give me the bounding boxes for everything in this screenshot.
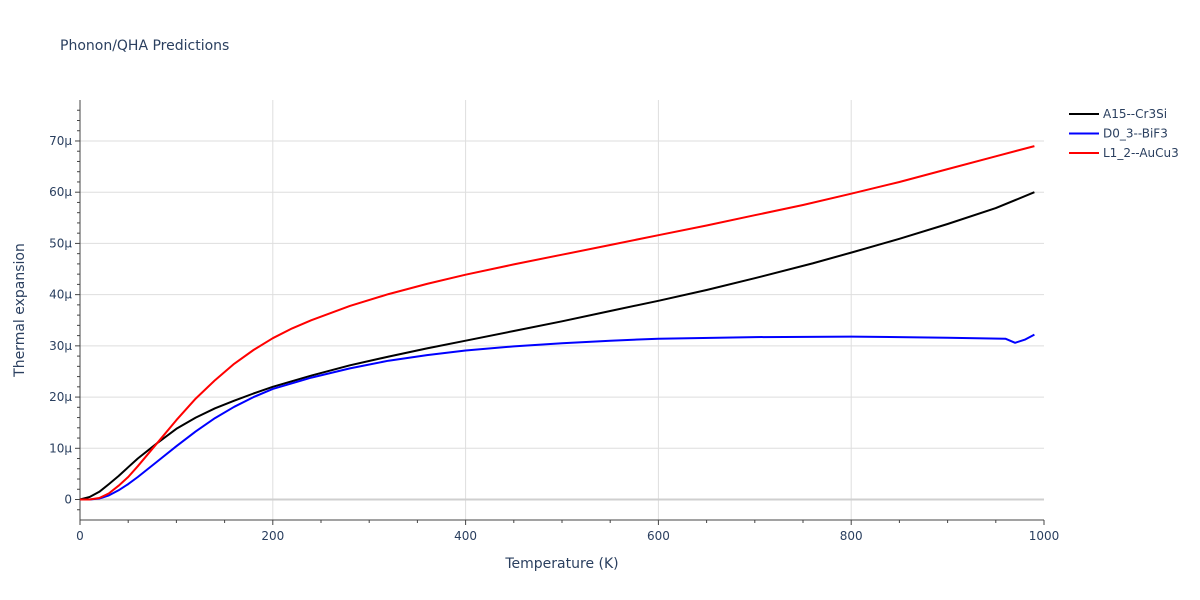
series-layer <box>79 145 1035 501</box>
x-tick-label: 400 <box>454 529 477 543</box>
y-tick-label: 40μ <box>49 288 72 302</box>
x-tick-label: 0 <box>76 529 84 543</box>
y-tick-label: 10μ <box>49 441 72 455</box>
chart-title: Phonon/QHA Predictions <box>60 38 229 54</box>
y-tick-label: 70μ <box>49 134 72 148</box>
x-tick-label: 200 <box>261 529 284 543</box>
legend-item[interactable]: L1_2--AuCu3 <box>1069 146 1179 160</box>
x-axis-title: Temperature (K) <box>504 556 618 572</box>
y-tick-label: 30μ <box>49 339 72 353</box>
y-tick-label: 20μ <box>49 390 72 404</box>
series-line-l1-2-aucu3[interactable] <box>80 145 1035 501</box>
x-tick-label: 1000 <box>1029 529 1060 543</box>
y-tick-label: 50μ <box>49 236 72 250</box>
y-tick-label: 60μ <box>49 185 72 199</box>
series-line-d0-3-bif3[interactable] <box>80 333 1035 501</box>
y-axis-title: Thermal expansion <box>12 243 28 378</box>
grid <box>80 100 1044 520</box>
legend-label: A15--Cr3Si <box>1103 107 1167 121</box>
axes: 0 200 400 600 800 1000 0 10μ 20μ 30μ 40μ 50μ 60μ 70μ <box>49 100 1059 543</box>
legend-item[interactable]: D0_3--BiF3 <box>1069 127 1168 141</box>
legend-label: D0_3--BiF3 <box>1103 127 1168 141</box>
legend-item[interactable]: A15--Cr3Si <box>1069 107 1167 121</box>
series-line-a15-cr3si[interactable] <box>79 191 1035 501</box>
legend[interactable]: A15--Cr3Si D0_3--BiF3 L1_2--AuCu3 <box>1069 107 1179 160</box>
x-tick-label: 800 <box>840 529 863 543</box>
y-tick-label: 0 <box>64 493 72 507</box>
legend-label: L1_2--AuCu3 <box>1103 146 1179 160</box>
x-tick-label: 600 <box>647 529 670 543</box>
